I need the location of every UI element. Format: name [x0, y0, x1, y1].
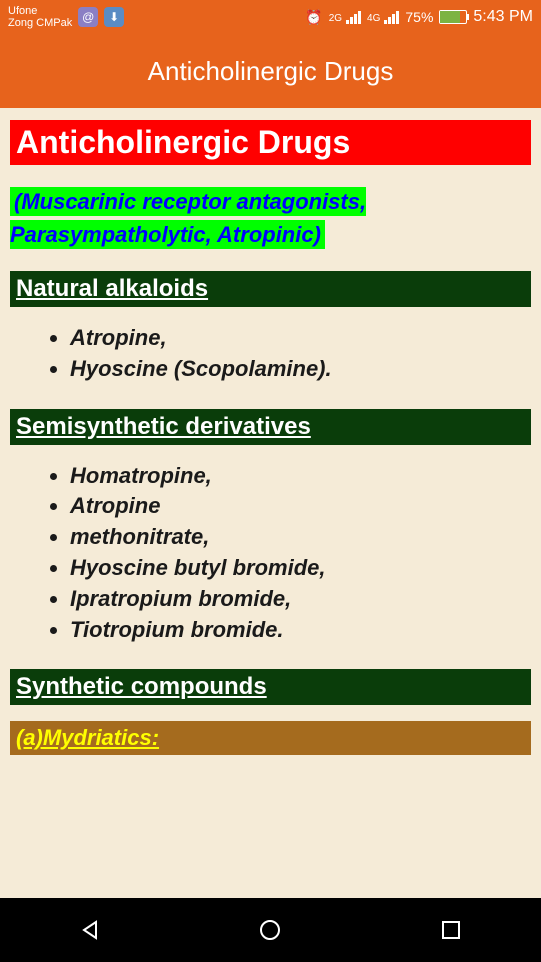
home-button[interactable]	[240, 910, 300, 950]
back-button[interactable]	[60, 910, 120, 950]
list-item: methonitrate,	[70, 522, 531, 553]
drug-list-semisynthetic: Homatropine, Atropine methonitrate, Hyos…	[10, 461, 531, 646]
main-heading: Anticholinergic Drugs	[10, 120, 531, 165]
signal-1: 2G	[329, 11, 361, 24]
page-title: Anticholinergic Drugs	[148, 56, 394, 87]
signal-2-label: 4G	[367, 13, 380, 24]
list-item: Ipratropium bromide,	[70, 584, 531, 615]
list-item: Atropine	[70, 491, 531, 522]
signal-bars-icon	[384, 11, 399, 24]
list-item: Hyoscine butyl bromide,	[70, 553, 531, 584]
section-heading-semisynthetic: Semisynthetic derivatives	[10, 409, 531, 445]
drug-list-natural: Atropine, Hyoscine (Scopolamine).	[10, 323, 531, 385]
carrier-2: Zong CMPak	[8, 17, 72, 29]
list-item: Tiotropium bromide.	[70, 615, 531, 646]
clock-time: 5:43 PM	[473, 8, 533, 26]
section-heading-natural: Natural alkaloids	[10, 271, 531, 307]
battery-icon	[439, 10, 467, 24]
notification-icon-1: @	[78, 7, 98, 27]
list-item: Homatropine,	[70, 461, 531, 492]
subtitle: (Muscarinic receptor antagonists, Parasy…	[10, 187, 366, 249]
recent-icon	[439, 918, 463, 942]
list-item: Hyoscine (Scopolamine).	[70, 354, 531, 385]
recent-apps-button[interactable]	[421, 910, 481, 950]
back-icon	[78, 918, 102, 942]
status-bar: Ufone Zong CMPak @ ⬇ ⏰ 2G 4G 75% 5:43 PM	[0, 0, 541, 34]
navigation-bar	[0, 898, 541, 962]
carrier-labels: Ufone Zong CMPak	[8, 5, 72, 29]
signal-1-label: 2G	[329, 13, 342, 24]
battery-percent: 75%	[405, 9, 433, 25]
subtitle-wrapper: (Muscarinic receptor antagonists, Parasy…	[10, 185, 531, 251]
notification-icon-2: ⬇	[104, 7, 124, 27]
signal-2: 4G	[367, 11, 399, 24]
section-heading-synthetic: Synthetic compounds	[10, 669, 531, 705]
home-icon	[258, 918, 282, 942]
signal-bars-icon	[346, 11, 361, 24]
sub-heading-mydriatics: (a)Mydriatics:	[10, 721, 531, 755]
status-left: Ufone Zong CMPak @ ⬇	[8, 5, 124, 29]
list-item: Atropine,	[70, 323, 531, 354]
carrier-1: Ufone	[8, 5, 72, 17]
app-bar: Anticholinergic Drugs	[0, 34, 541, 108]
alarm-icon: ⏰	[305, 9, 322, 26]
status-right: ⏰ 2G 4G 75% 5:43 PM	[305, 8, 533, 26]
content-area[interactable]: Anticholinergic Drugs (Muscarinic recept…	[0, 108, 541, 898]
